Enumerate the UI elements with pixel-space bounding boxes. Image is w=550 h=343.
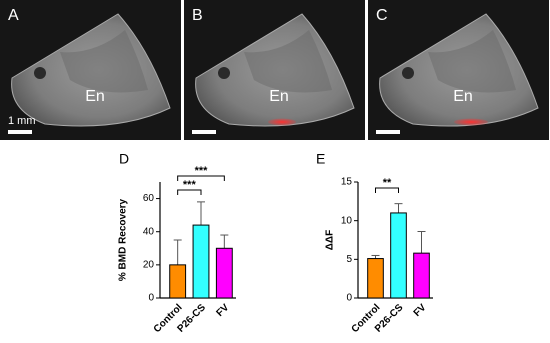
x-tick-label: FV <box>215 302 232 319</box>
bar <box>390 212 407 299</box>
significance-label: ** <box>383 177 392 189</box>
scale-bar <box>192 130 216 134</box>
region-label: En <box>453 88 473 105</box>
cavity <box>218 67 230 79</box>
y-axis-label: ΔΔF <box>325 230 336 250</box>
panel-label: D <box>119 151 129 167</box>
region-label: En <box>269 88 289 105</box>
panel-label: E <box>316 151 325 167</box>
inner-structure <box>244 30 332 93</box>
inner-structure <box>428 30 516 93</box>
highlight <box>268 118 296 126</box>
panel-label: C <box>376 7 388 24</box>
bar <box>215 247 233 299</box>
y-axis-label: % BMD Recovery <box>118 198 129 281</box>
y-tick-label: 15 <box>341 177 353 188</box>
significance-bracket <box>177 189 202 195</box>
bar <box>367 258 384 299</box>
y-tick-label: 0 <box>346 293 352 304</box>
panel-label: B <box>192 7 203 24</box>
panel-label: A <box>8 7 19 24</box>
scale-label: 1 mm <box>8 115 36 127</box>
image-panel: C En <box>368 0 549 140</box>
image-panel: B En <box>184 0 365 140</box>
significance-label: *** <box>195 165 209 177</box>
y-tick-label: 5 <box>346 254 352 265</box>
scale-bar <box>376 130 400 134</box>
region-label: En <box>85 88 105 105</box>
y-tick-label: 0 <box>148 293 154 304</box>
y-tick-label: 60 <box>143 193 155 204</box>
scale-bar <box>8 130 32 134</box>
cavity <box>34 67 46 79</box>
significance-bracket <box>177 175 225 181</box>
bar <box>192 224 210 299</box>
significance-label: *** <box>183 179 197 191</box>
y-tick-label: 40 <box>143 226 155 237</box>
image-panel: A En 1 mm <box>0 0 181 140</box>
inner-structure <box>60 30 148 93</box>
cavity <box>402 67 414 79</box>
significance-bracket <box>375 187 399 193</box>
bar <box>413 252 430 299</box>
highlight <box>454 118 488 126</box>
y-tick-label: 20 <box>143 259 155 270</box>
x-tick-label: FV <box>412 302 429 319</box>
bar <box>169 264 187 299</box>
y-tick-label: 10 <box>341 215 353 226</box>
